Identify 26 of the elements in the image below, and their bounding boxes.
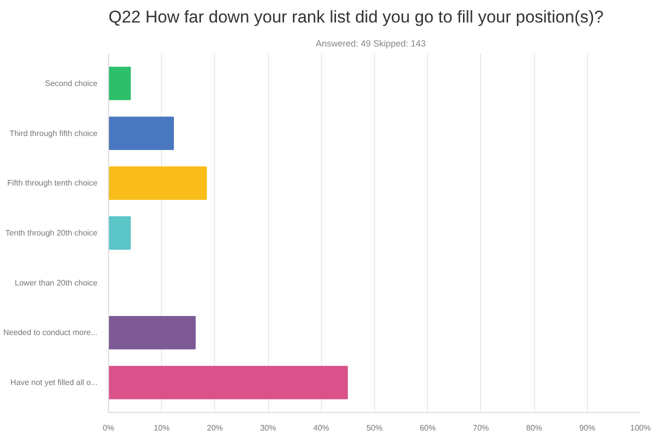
bar	[108, 316, 196, 350]
bar	[108, 166, 207, 200]
bar	[108, 116, 174, 150]
x-tick-label: 70%	[472, 424, 489, 432]
x-tick-label: 0%	[102, 424, 114, 432]
x-tick-label: 40%	[313, 424, 330, 432]
bar	[108, 366, 348, 400]
chart-subtitle: Answered: 49 Skipped: 143	[316, 38, 426, 48]
x-tick-label: 50%	[366, 424, 383, 432]
y-tick-label: Needed to conduct more...	[3, 328, 98, 338]
y-tick-label: Tenth through 20th choice	[5, 228, 98, 238]
x-tick-label: 90%	[579, 424, 596, 432]
chart-title: Q22 How far down your rank list did you go to fill your position(s)?	[108, 8, 604, 26]
y-tick-label: Lower than 20th choice	[14, 278, 98, 288]
y-tick-label: Fifth through tenth choice	[7, 178, 98, 188]
x-tick-label: 80%	[526, 424, 542, 432]
x-tick-label: 100%	[630, 424, 651, 432]
x-tick-label: 60%	[420, 424, 436, 432]
y-tick-label: Have not yet filled all o...	[10, 378, 98, 388]
y-tick-label: Third through fifth choice	[9, 128, 98, 138]
y-tick-label: Second choice	[45, 78, 98, 88]
x-tick-label: 10%	[154, 424, 170, 432]
x-tick-label: 30%	[260, 424, 276, 432]
bar	[108, 216, 131, 250]
bar	[108, 66, 131, 100]
x-tick-label: 20%	[206, 424, 223, 432]
